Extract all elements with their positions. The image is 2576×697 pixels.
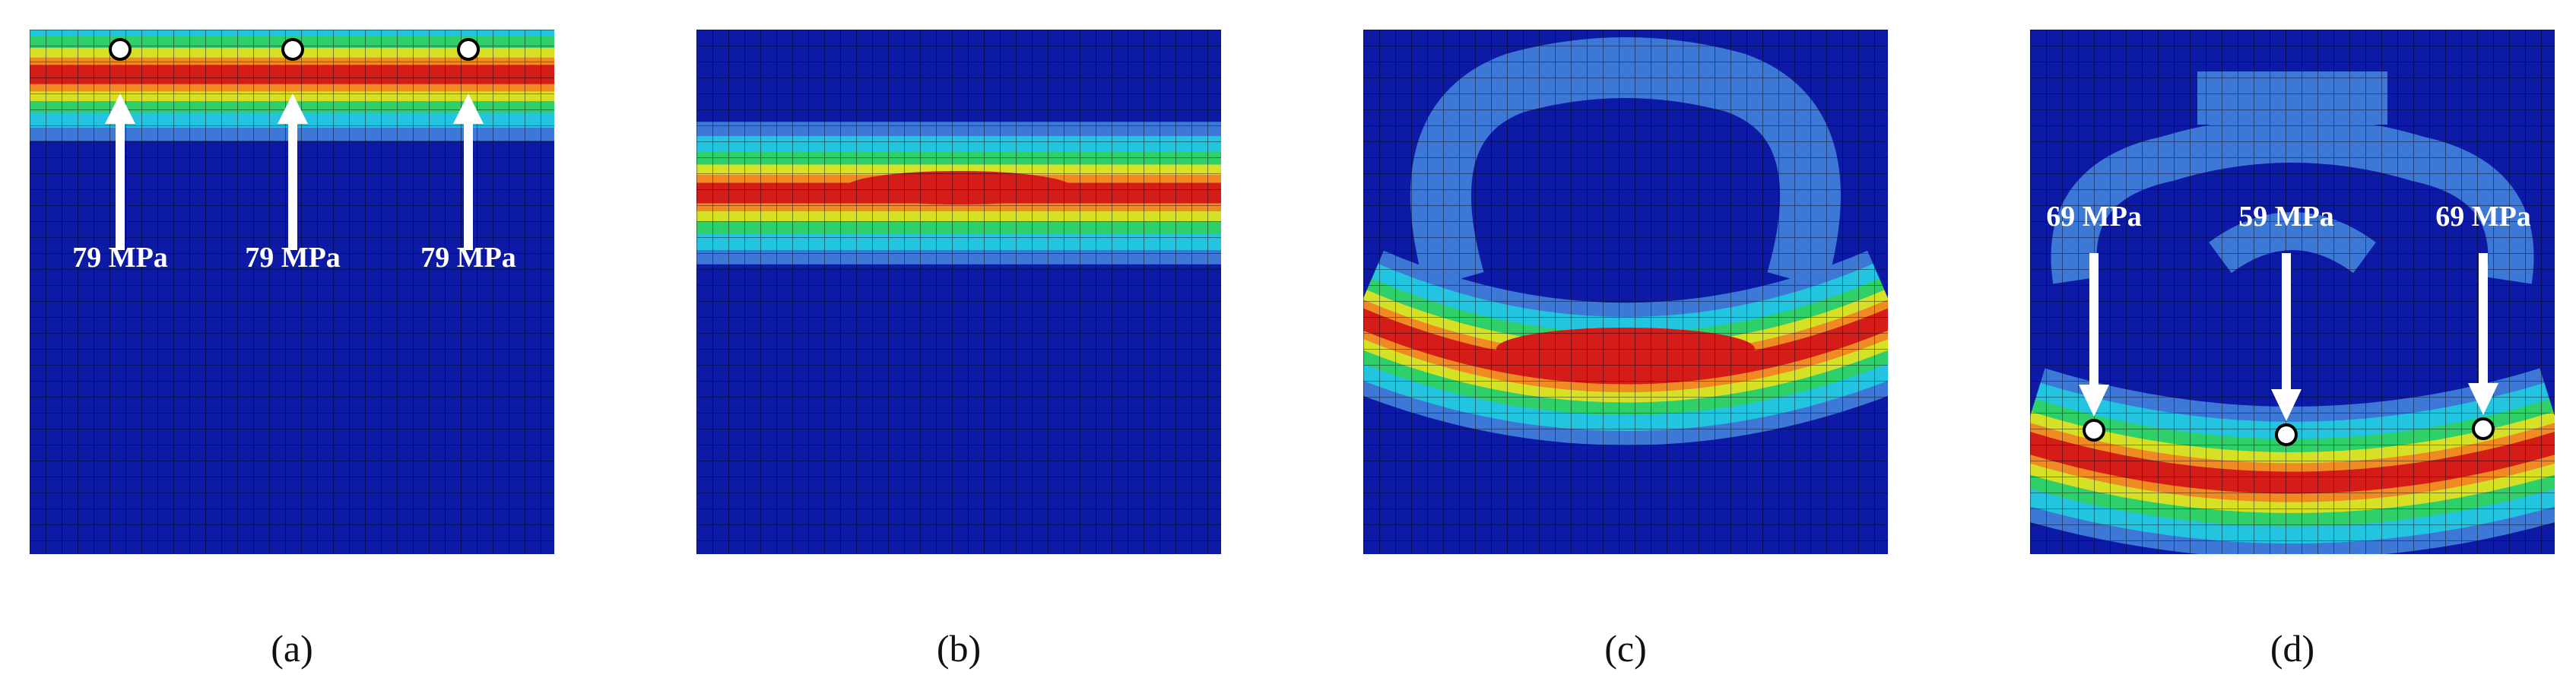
point: [109, 38, 132, 61]
point: [2275, 423, 2298, 446]
panel-label: (d): [2270, 627, 2314, 670]
annotation: 69 MPa: [2435, 201, 2531, 233]
contour-plot: [1363, 30, 1888, 554]
annotation: 79 MPa: [72, 242, 168, 274]
mesh: [1363, 30, 1888, 554]
arrow-head: [2468, 383, 2498, 415]
panel: [696, 30, 1221, 554]
panel-label: (c): [1604, 627, 1647, 670]
arrow-head: [2079, 385, 2109, 417]
arrow-head: [105, 93, 135, 124]
mesh: [696, 30, 1221, 554]
panel: 79 MPa 79 MPa 79 MPa: [30, 30, 554, 554]
panel-label: (b): [937, 627, 981, 670]
annotation: 79 MPa: [420, 242, 516, 274]
contour-plot: [2030, 30, 2555, 554]
annotation: 59 MPa: [2238, 201, 2334, 233]
point: [2083, 419, 2105, 442]
arrow-head: [453, 93, 484, 124]
panel: 69 MPa 59 MPa 69 MPa: [2030, 30, 2555, 554]
point: [2472, 417, 2495, 440]
point: [281, 38, 304, 61]
point: [457, 38, 480, 61]
panel: [1363, 30, 1888, 554]
panel-label: (a): [271, 627, 313, 670]
arrow-head: [2271, 389, 2302, 421]
arrow-head: [278, 93, 308, 124]
annotation: 69 MPa: [2046, 201, 2142, 233]
contour-plot: [696, 30, 1221, 554]
annotation: 79 MPa: [245, 242, 341, 274]
mesh: [2030, 30, 2555, 554]
